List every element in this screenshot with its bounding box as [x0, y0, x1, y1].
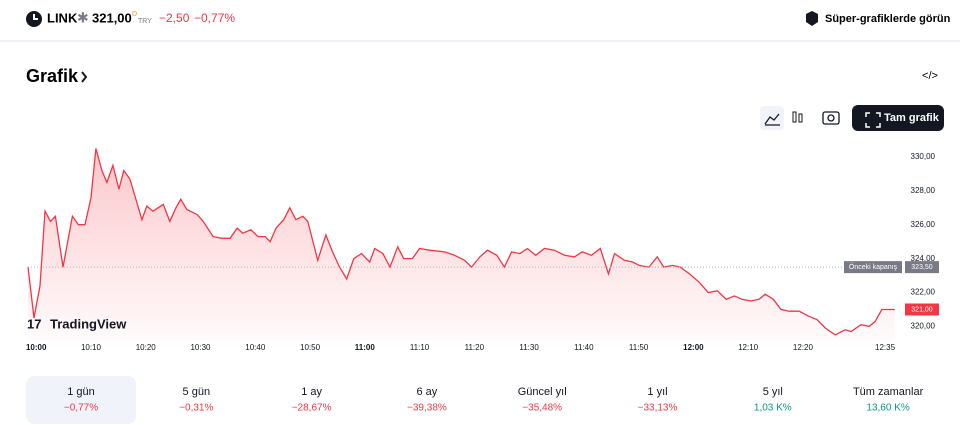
- y-tick-label: 326,00: [911, 220, 936, 229]
- separator: ✱: [77, 10, 89, 26]
- camera-lens: [827, 114, 835, 122]
- period-change: −39,38%: [407, 403, 447, 414]
- y-tick-label: 322,00: [911, 288, 936, 297]
- x-tick-label: 11:30: [519, 343, 539, 352]
- y-tick-label: 324,00: [911, 254, 936, 263]
- y-tick-label: 328,00: [911, 186, 936, 195]
- full-chart-button[interactable]: [852, 105, 944, 131]
- period-label[interactable]: 5 gün: [183, 386, 211, 398]
- x-tick-label: 12:35: [875, 343, 896, 352]
- section-title[interactable]: Grafik: [26, 66, 79, 86]
- super-chart-link[interactable]: Süper-grafiklerde görün: [825, 13, 951, 25]
- chevron: [81, 71, 88, 83]
- watermark-logo: 17: [27, 316, 41, 331]
- previous-close-value-tag: [905, 261, 939, 274]
- y-tick-label: 330,00: [911, 152, 936, 161]
- period-change: −0,77%: [64, 403, 98, 414]
- y-tick-label: 320,00: [911, 322, 936, 331]
- super-chart-icon: [806, 11, 818, 26]
- change: −2,50: [159, 11, 190, 25]
- period-label[interactable]: 1 ay: [301, 386, 322, 398]
- area-fill: [28, 148, 895, 340]
- period-label[interactable]: 6 ay: [417, 386, 438, 398]
- period-change: −35,48%: [522, 403, 562, 414]
- x-tick-label: 12:00: [683, 343, 704, 352]
- period-label[interactable]: Tüm zamanlar: [853, 386, 924, 398]
- x-tick-label: 11:40: [574, 343, 594, 352]
- price-mark: D: [132, 11, 137, 18]
- period-change: 1,03 K%: [754, 403, 792, 414]
- x-tick-label: 11:00: [355, 343, 376, 352]
- last-price-tag: [905, 303, 939, 316]
- period-change: −28,67%: [292, 403, 332, 414]
- price-line: [27, 148, 895, 336]
- candle-style-button[interactable]: [792, 111, 803, 123]
- camera-icon: [822, 111, 840, 125]
- symbol[interactable]: LINK: [47, 10, 78, 25]
- x-tick-label: 12:20: [793, 343, 814, 352]
- period-label[interactable]: 1 gün: [67, 386, 95, 398]
- period-change: −0,31%: [179, 403, 213, 414]
- change-pct: −0,77%: [194, 11, 235, 25]
- candle-icon: [798, 113, 803, 123]
- period-change: 13,60 K%: [866, 403, 909, 414]
- x-tick-label: 11:10: [410, 343, 430, 352]
- symbol-icon-glyph: [33, 14, 38, 20]
- x-tick-label: 10:10: [81, 343, 102, 352]
- x-tick-label: 10:00: [26, 343, 47, 352]
- x-tick-label: 11:50: [629, 343, 649, 352]
- x-tick-label: 11:20: [465, 343, 485, 352]
- x-tick-label: 10:50: [300, 343, 321, 352]
- snapshot-button[interactable]: [822, 111, 840, 125]
- period-label[interactable]: 1 yıl: [647, 386, 667, 398]
- fullscreen-icon: [865, 112, 881, 128]
- last-price-label: 321,00: [911, 306, 933, 313]
- period-change: −33,13%: [638, 403, 678, 414]
- price: 321,00: [92, 10, 132, 25]
- period-label[interactable]: 5 yıl: [763, 386, 783, 398]
- period-selected: [26, 376, 136, 424]
- currency: TRY: [138, 18, 152, 25]
- x-tick-label: 12:10: [738, 343, 759, 352]
- previous-close-tag: [844, 261, 902, 274]
- x-tick-label: 10:40: [245, 343, 266, 352]
- previous-close-value: 323,50: [911, 264, 933, 271]
- previous-close-label: Önceki kapanış: [849, 263, 898, 271]
- area-icon: [764, 113, 780, 126]
- full-chart-label: Tam grafik: [884, 112, 940, 124]
- x-tick-label: 10:20: [136, 343, 157, 352]
- period-label[interactable]: Güncel yıl: [518, 386, 567, 398]
- watermark: TradingView: [50, 316, 127, 331]
- x-tick-label: 10:30: [190, 343, 211, 352]
- candle-icon: [792, 111, 797, 123]
- embed-icon[interactable]: </>: [922, 70, 938, 82]
